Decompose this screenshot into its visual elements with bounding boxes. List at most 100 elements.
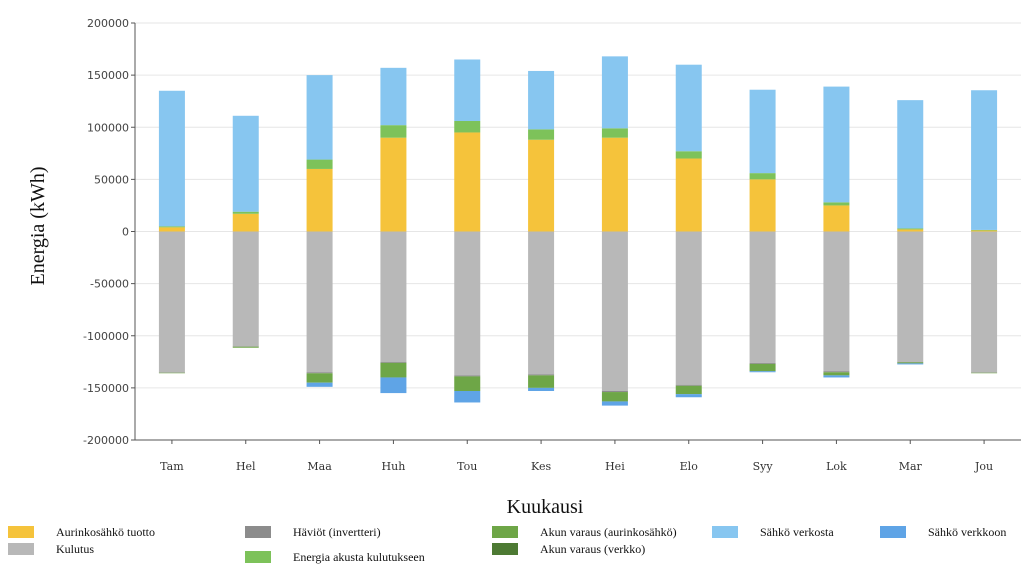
bar-segment-energia-akusta-kulutukseen-hei [601, 128, 628, 138]
bar-segment-h-vi-t-invertteri--elo [675, 384, 702, 386]
bar-segment-s-hk-verkkoon-mar [897, 363, 924, 365]
bar-segment-akun-varaus-aurinkos-hk--lok [823, 372, 850, 376]
bar-segment-kulutus-syy [749, 231, 776, 363]
bar-segment-s-hk-verkosta-jou [971, 90, 998, 230]
x-tick-label: Hel [236, 460, 256, 473]
x-tick-label: Elo [680, 460, 699, 473]
bar-segment-kulutus-tou [454, 231, 481, 376]
legend-swatch [245, 526, 271, 538]
bar-segment-akun-varaus-aurinkos-hk--mar [897, 362, 924, 364]
y-tick-label: 150000 [87, 69, 129, 82]
y-tick-label: 200000 [87, 17, 129, 30]
legend-label: Akun varaus (aurinkosähkö) [540, 525, 677, 539]
bar-segment-s-hk-verkkoon-syy [749, 371, 776, 373]
bar-segment-s-hk-verkosta-elo [675, 64, 702, 152]
bar-segment-s-hk-verkkoon-hei [601, 401, 628, 406]
bar-segment-h-vi-t-invertteri--tou [454, 375, 481, 377]
y-tick-label: 0 [122, 226, 129, 239]
bar-segment-kulutus-maa [306, 231, 333, 373]
bar-segment-energia-akusta-kulutukseen-tam [158, 226, 185, 228]
y-tick-label: -150000 [83, 382, 129, 395]
bar-segment-akun-varaus-aurinkos-hk--hel [232, 346, 259, 348]
legend-swatch [492, 543, 518, 555]
bar-segment-energia-akusta-kulutukseen-syy [749, 173, 776, 180]
y-axis-ticks: 200000 150000 100000 50000 0 -50000 -100000 -15… [83, 17, 135, 447]
legend-swatch [8, 526, 34, 538]
bar-segment-s-hk-verkkoon-maa [306, 382, 333, 387]
x-tick-label: Mar [899, 460, 923, 473]
legend-label: Aurinkosähkö tuotto [56, 525, 155, 539]
bar-segment-kulutus-hei [601, 231, 628, 392]
legend-label: Sähkö verkkoon [928, 525, 1006, 539]
x-tick-label: Huh [382, 460, 406, 473]
legend-label: Kulutus [56, 542, 94, 556]
x-tick-label: Tam [160, 460, 184, 473]
bar-segment-kulutus-elo [675, 231, 702, 385]
x-tick-label: Lok [826, 460, 847, 473]
bar-segment-h-vi-t-invertteri--hel [232, 346, 259, 347]
bar-segment-s-hk-verkosta-mar [897, 100, 924, 229]
bar-segment-energia-akusta-kulutukseen-huh [380, 125, 407, 138]
x-tick-label: Kes [531, 460, 551, 473]
bar-segment-akun-varaus-aurinkos-hk--syy [749, 363, 776, 372]
bar-segment-energia-akusta-kulutukseen-kes [528, 129, 555, 140]
bar-segment-aurinkos-hk-tuotto-hel [232, 213, 259, 232]
y-tick-label: -50000 [90, 278, 129, 291]
bar-segment-akun-varaus-aurinkos-hk--hei [601, 392, 628, 402]
y-axis-title: Energia (kWh) [27, 166, 49, 285]
bar-segment-h-vi-t-invertteri--jou [971, 372, 998, 373]
x-axis-ticks: Tam Hel Maa Huh Tou Kes Hei Elo Syy Lok Mar Jou [160, 440, 993, 473]
bar-segment-akun-varaus-aurinkos-hk--kes [528, 375, 555, 388]
bar-segment-h-vi-t-invertteri--syy [749, 362, 776, 364]
bar-segment-aurinkos-hk-tuotto-mar [897, 229, 924, 232]
bar-segment-s-hk-verkosta-lok [823, 86, 850, 203]
bar-segment-aurinkos-hk-tuotto-syy [749, 179, 776, 232]
bar-segment-s-hk-verkosta-maa [306, 75, 333, 160]
bar-segment-aurinkos-hk-tuotto-lok [823, 205, 850, 232]
bar-segment-h-vi-t-invertteri--mar [897, 361, 924, 363]
bar-segment-energia-akusta-kulutukseen-maa [306, 159, 333, 169]
x-tick-label: Syy [753, 460, 774, 473]
bar-segment-aurinkos-hk-tuotto-maa [306, 168, 333, 232]
x-axis-title: Kuukausi [507, 496, 584, 518]
bar-segment-aurinkos-hk-tuotto-kes [528, 139, 555, 232]
bar-segment-h-vi-t-invertteri--huh [380, 361, 407, 363]
legend: Aurinkosähkö tuotto Kulutus Häviöt (invert… [8, 525, 1006, 564]
bar-segment-akun-varaus-aurinkos-hk--elo [675, 385, 702, 395]
bar-segment-s-hk-verkkoon-tou [454, 391, 481, 403]
bar-segment-akun-varaus-aurinkos-hk--jou [971, 372, 998, 374]
bar-segment-s-hk-verkosta-tou [454, 59, 481, 121]
legend-label: Energia akusta kulutukseen [293, 550, 425, 564]
bar-segment-s-hk-verkkoon-lok [823, 375, 850, 378]
bar-segment-h-vi-t-invertteri--maa [306, 372, 333, 374]
bar-segment-s-hk-verkkoon-elo [675, 394, 702, 398]
bar-segment-kulutus-huh [380, 231, 407, 362]
bar-segment-aurinkos-hk-tuotto-tou [454, 132, 481, 232]
bar-segment-akun-varaus-aurinkos-hk--maa [306, 373, 333, 383]
bar-segment-h-vi-t-invertteri--hei [601, 391, 628, 393]
bar-segment-energia-akusta-kulutukseen-hel [232, 211, 259, 214]
bar-segment-aurinkos-hk-tuotto-huh [380, 137, 407, 232]
bar-segment-aurinkos-hk-tuotto-elo [675, 158, 702, 232]
bar-segment-s-hk-verkosta-huh [380, 67, 407, 126]
bar-segment-s-hk-verkosta-syy [749, 89, 776, 174]
y-tick-label: 50000 [94, 173, 129, 186]
bar-segment-kulutus-mar [897, 231, 924, 362]
bar-segment-kulutus-jou [971, 231, 998, 373]
bar-segment-energia-akusta-kulutukseen-lok [823, 202, 850, 206]
bar-segment-energia-akusta-kulutukseen-mar [897, 228, 924, 230]
bar-segment-s-hk-verkosta-kes [528, 70, 555, 130]
bar-segment-h-vi-t-invertteri--lok [823, 371, 850, 373]
bar-segment-energia-akusta-kulutukseen-jou [971, 229, 998, 231]
bar-segment-energia-akusta-kulutukseen-tou [454, 120, 481, 133]
legend-swatch [492, 526, 518, 538]
bar-segment-s-hk-verkosta-tam [158, 90, 185, 227]
bar-segment-h-vi-t-invertteri--kes [528, 374, 555, 376]
bar-segment-kulutus-tam [158, 231, 185, 373]
bar-segment-s-hk-verkkoon-huh [380, 377, 407, 394]
bar-segment-s-hk-verkosta-hei [601, 56, 628, 129]
bar-segment-akun-varaus-aurinkos-hk--tam [158, 372, 185, 374]
bar-segment-s-hk-verkosta-hel [232, 115, 259, 212]
legend-swatch [712, 526, 738, 538]
